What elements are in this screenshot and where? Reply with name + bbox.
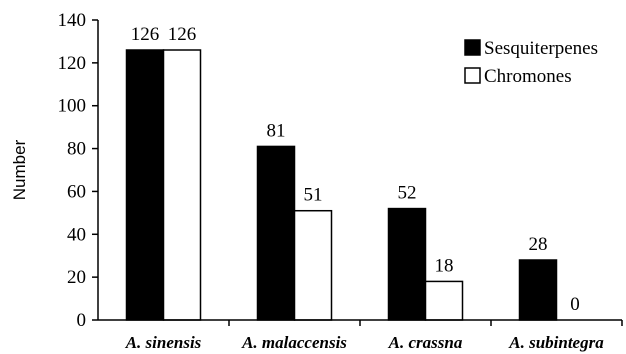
data-label: 28 bbox=[529, 234, 548, 255]
data-label: 52 bbox=[398, 183, 417, 204]
bar-chromones bbox=[162, 49, 202, 321]
data-label: 81 bbox=[267, 120, 286, 141]
y-tick-label: 80 bbox=[67, 139, 86, 160]
y-tick-label: 0 bbox=[77, 310, 87, 331]
x-category-label: A. sinensis bbox=[125, 333, 202, 352]
data-label: 18 bbox=[435, 255, 454, 276]
y-tick-label: 120 bbox=[58, 53, 87, 74]
y-axis-ticks: 0 20 40 60 80 100 120 140 bbox=[58, 10, 98, 331]
bar-sesquiterpenes bbox=[518, 259, 558, 321]
x-category-label: A. malaccensis bbox=[241, 333, 347, 352]
bar-sesquiterpenes bbox=[125, 49, 165, 321]
y-tick-label: 100 bbox=[58, 96, 87, 117]
data-labels: 126 126 81 51 52 18 28 0 bbox=[131, 24, 580, 315]
legend: Sesquiterpenes Chromones bbox=[464, 38, 598, 87]
data-label: 126 bbox=[168, 24, 197, 45]
legend-label: Sesquiterpenes bbox=[484, 38, 598, 59]
data-label: 51 bbox=[304, 185, 323, 206]
y-tick-label: 20 bbox=[67, 267, 86, 288]
data-label: 0 bbox=[570, 294, 580, 315]
y-tick-label: 140 bbox=[58, 10, 87, 31]
bars bbox=[125, 49, 558, 321]
bar-sesquiterpenes bbox=[256, 145, 296, 321]
x-category-label: A. subintegra bbox=[508, 333, 604, 352]
legend-swatch bbox=[464, 67, 481, 84]
x-category-label: A. crassna bbox=[388, 333, 463, 352]
y-tick-label: 60 bbox=[67, 181, 86, 202]
bar-sesquiterpenes bbox=[387, 207, 427, 321]
y-tick-label: 40 bbox=[67, 224, 86, 245]
y-axis-title: Number bbox=[10, 139, 29, 200]
legend-label: Chromones bbox=[484, 66, 572, 87]
bar-chromones bbox=[424, 280, 464, 321]
bar-chromones bbox=[293, 209, 333, 321]
legend-swatch bbox=[464, 39, 481, 56]
data-label: 126 bbox=[131, 24, 160, 45]
category-labels: A. sinensis A. malaccensis A. crassna A. su… bbox=[125, 320, 623, 352]
